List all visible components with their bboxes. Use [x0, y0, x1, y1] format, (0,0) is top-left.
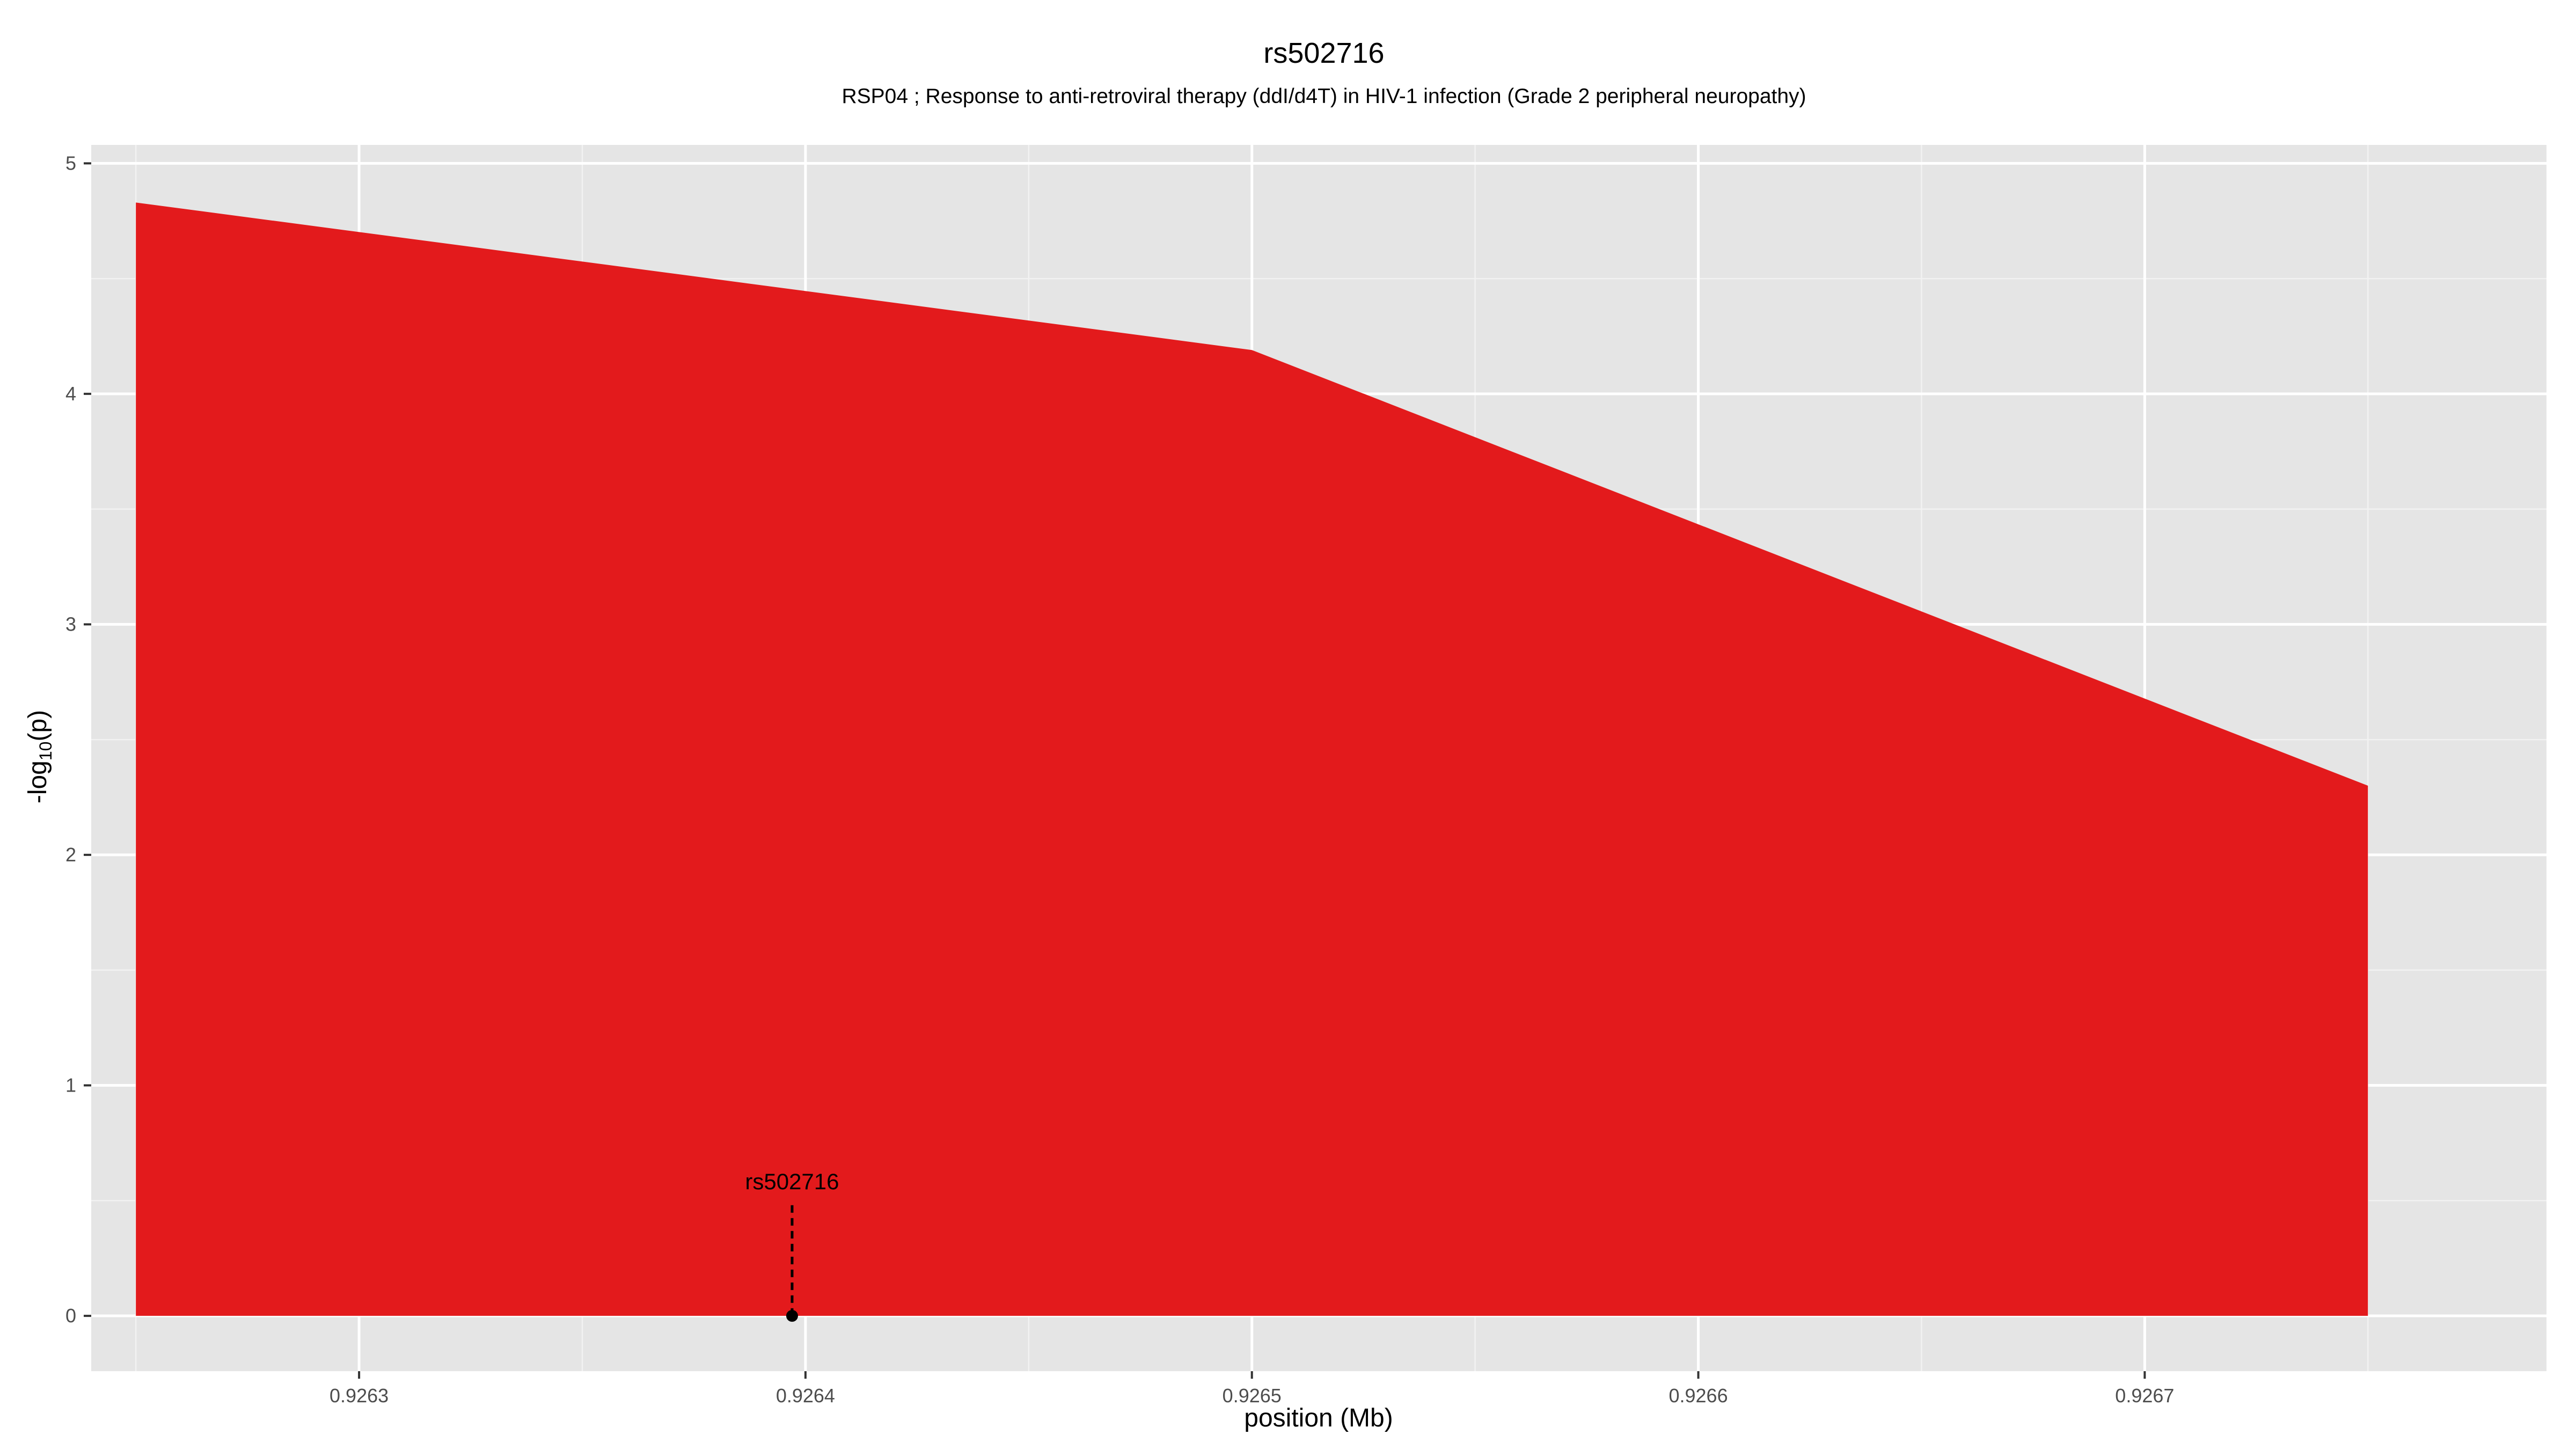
annotation-point: [786, 1309, 798, 1322]
x-tick-label: 0.9266: [1668, 1385, 1728, 1407]
chart-subtitle: RSP04 ; Response to anti-retroviral ther…: [841, 85, 1806, 108]
x-axis: 0.9263 0.9264 0.9265 0.9266 0.9267: [330, 1371, 2174, 1407]
y-axis: 0 1 2 3 4 5: [65, 152, 91, 1327]
y-tick-label: 3: [65, 613, 76, 635]
annotation: rs502716: [745, 1169, 839, 1322]
x-tick-label: 0.9263: [330, 1385, 389, 1407]
y-axis-title-subscript: 10: [36, 742, 55, 761]
chart-title: rs502716: [1263, 37, 1384, 69]
y-axis-title-tail: (p): [24, 710, 52, 742]
y-axis-title-main: -log: [24, 760, 52, 803]
y-tick-label: 0: [65, 1305, 76, 1327]
x-tick-label: 0.9264: [776, 1385, 835, 1407]
y-tick-label: 2: [65, 844, 76, 866]
y-axis-title: -log10(p): [24, 710, 55, 803]
y-tick-label: 4: [65, 383, 76, 405]
annotation-label: rs502716: [745, 1169, 839, 1194]
x-tick-label: 0.9265: [1223, 1385, 1282, 1407]
y-tick-label: 5: [65, 152, 76, 174]
area-series: [136, 202, 2368, 1316]
y-tick-label: 1: [65, 1074, 76, 1096]
x-tick-label: 0.9267: [2115, 1385, 2174, 1407]
x-axis-title: position (Mb): [1244, 1404, 1393, 1432]
area-layer: [136, 202, 2368, 1316]
